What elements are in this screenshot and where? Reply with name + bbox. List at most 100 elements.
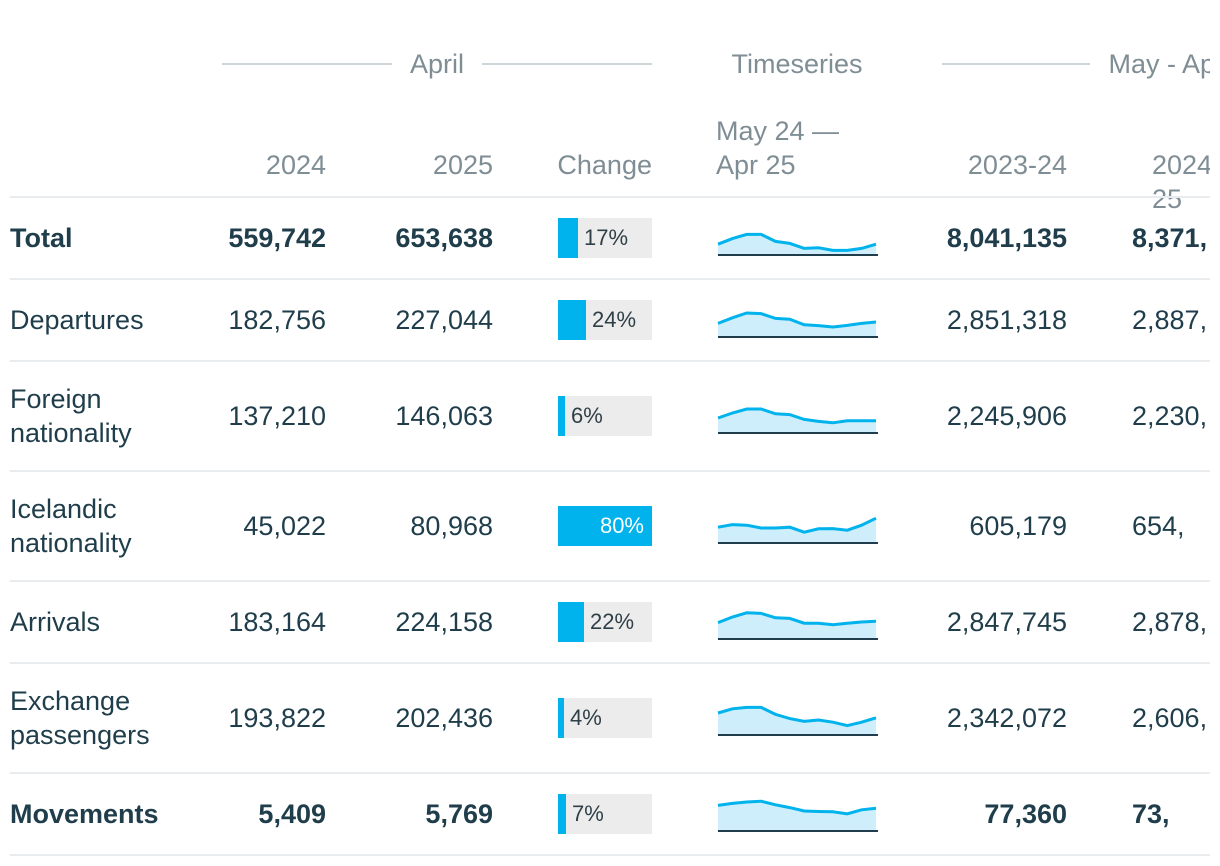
header-divider [10, 196, 1220, 198]
row-label: Movements [10, 799, 159, 829]
change-bar-fill [558, 602, 584, 642]
group-header-may-apr: May - Apr [942, 42, 1220, 86]
change-bar: 6% [558, 396, 652, 436]
column-header-2024: 2024 [265, 150, 326, 180]
change-bar-fill [558, 218, 578, 258]
sparkline-area [718, 409, 876, 432]
value-2025: 653,638 [395, 223, 493, 253]
change-bar-fill [558, 300, 586, 340]
value-2025: 5,769 [425, 799, 493, 829]
value-2024: 45,022 [243, 511, 326, 541]
table-row: Total 559,742 653,638 8,041,135 8,371, 17% [0, 198, 1220, 278]
value-2025: 227,044 [395, 305, 493, 335]
value-2023-24: 2,847,745 [946, 607, 1067, 637]
sparkline-line [717, 799, 877, 816]
timeseries-header-line1: May 24 — [716, 116, 840, 146]
change-bar-fill [558, 794, 566, 834]
table-row: Departures 182,756 227,044 2,851,318 2,887, 2… [0, 280, 1220, 360]
sparkline-line [717, 407, 876, 425]
sparkline [717, 311, 878, 338]
sparkline [717, 799, 878, 832]
change-bar: 22% [558, 602, 652, 642]
row-divider [10, 580, 1220, 582]
table-row: Icelandic nationality 45,022 80,968 605,179… [0, 472, 1220, 580]
group-label-timeseries: Timeseries [731, 48, 863, 79]
table-row: Foreign nationality 137,210 146,063 2,245,9… [0, 362, 1220, 470]
value-2024: 137,210 [228, 401, 326, 431]
change-label: 17% [584, 225, 629, 250]
value-2025: 80,968 [410, 511, 493, 541]
table-row: Exchange passengers 193,822 202,436 2,342,0… [0, 664, 1220, 772]
value-2024-25: 2,606, [1132, 703, 1208, 733]
sparkline-line [717, 516, 877, 534]
row-divider [10, 772, 1220, 774]
row-label: Arrivals [10, 607, 101, 637]
value-2024: 193,822 [228, 703, 326, 733]
value-2025: 146,063 [395, 401, 493, 431]
change-label: 4% [570, 705, 602, 730]
row-divider [10, 360, 1220, 362]
change-bar: 7% [558, 794, 652, 834]
row-divider [10, 470, 1220, 472]
sparkline-line [717, 311, 877, 329]
column-header-timeseries: May 24 — Apr 25 [716, 114, 839, 182]
sparkline-line [717, 705, 877, 728]
change-bar-fill [558, 396, 565, 436]
value-2023-24: 2,245,906 [946, 401, 1067, 431]
row-label: Total [10, 223, 73, 253]
divider [482, 63, 652, 65]
sparkline-area [718, 234, 876, 254]
row-divider [10, 854, 1220, 856]
value-2024-25: 2,878, [1132, 607, 1208, 637]
change-bar-fill [558, 506, 652, 546]
value-2025: 224,158 [395, 607, 493, 637]
value-2023-24: 2,851,318 [946, 305, 1067, 335]
sparkline [717, 611, 878, 640]
divider [222, 63, 392, 65]
value-2023-24: 2,342,072 [946, 703, 1067, 733]
timeseries-header-line2: Apr 25 [716, 150, 796, 180]
change-bar: 80% [558, 506, 652, 546]
sparkline [717, 705, 878, 736]
change-label: 22% [590, 609, 635, 634]
sparkline [717, 407, 878, 434]
sparkline-line [717, 232, 877, 252]
right-edge-mask [1210, 0, 1220, 866]
row-label: Foreign nationality [10, 384, 132, 448]
group-header-timeseries: Timeseries [712, 42, 882, 86]
change-label: 24% [592, 307, 637, 332]
row-divider [10, 278, 1220, 280]
sparkline-line [717, 611, 877, 627]
sparkline [717, 516, 878, 544]
table-row: Movements 5,409 5,769 77,360 73, 7% [0, 774, 1220, 854]
value-2024-25: 73, [1132, 799, 1170, 829]
value-2024: 183,164 [228, 607, 326, 637]
change-bar: 24% [558, 300, 652, 340]
sparkline-area [718, 612, 876, 638]
value-2025: 202,436 [395, 703, 493, 733]
value-2023-24: 8,041,135 [946, 223, 1067, 253]
column-header-2023-24: 2023-24 [967, 150, 1067, 180]
change-bar: 17% [558, 218, 652, 258]
change-label: 6% [571, 403, 603, 428]
group-label-april: April [410, 48, 465, 79]
value-2024-25: 8,371, [1132, 223, 1208, 253]
value-2024: 559,742 [228, 223, 326, 253]
sparkline-area [718, 313, 876, 336]
column-header-change: Change [557, 150, 652, 180]
row-label: Icelandic nationality [10, 494, 132, 558]
row-divider [10, 662, 1220, 664]
value-2024-25: 654, [1132, 511, 1185, 541]
divider [942, 63, 1091, 65]
sparkline [717, 232, 878, 256]
change-label: 80% [599, 513, 644, 538]
group-label-may-apr: May - Apr [1108, 48, 1220, 79]
change-bar-fill [558, 698, 564, 738]
value-2024-25: 2,887, [1132, 305, 1208, 335]
row-label: Departures [10, 305, 144, 335]
change-label: 7% [572, 801, 604, 826]
column-header-2024-25: 2024-25 [1152, 150, 1220, 214]
value-2024-25: 2,230, [1132, 401, 1208, 431]
value-2024: 5,409 [258, 799, 326, 829]
sparkline-area [718, 801, 876, 830]
